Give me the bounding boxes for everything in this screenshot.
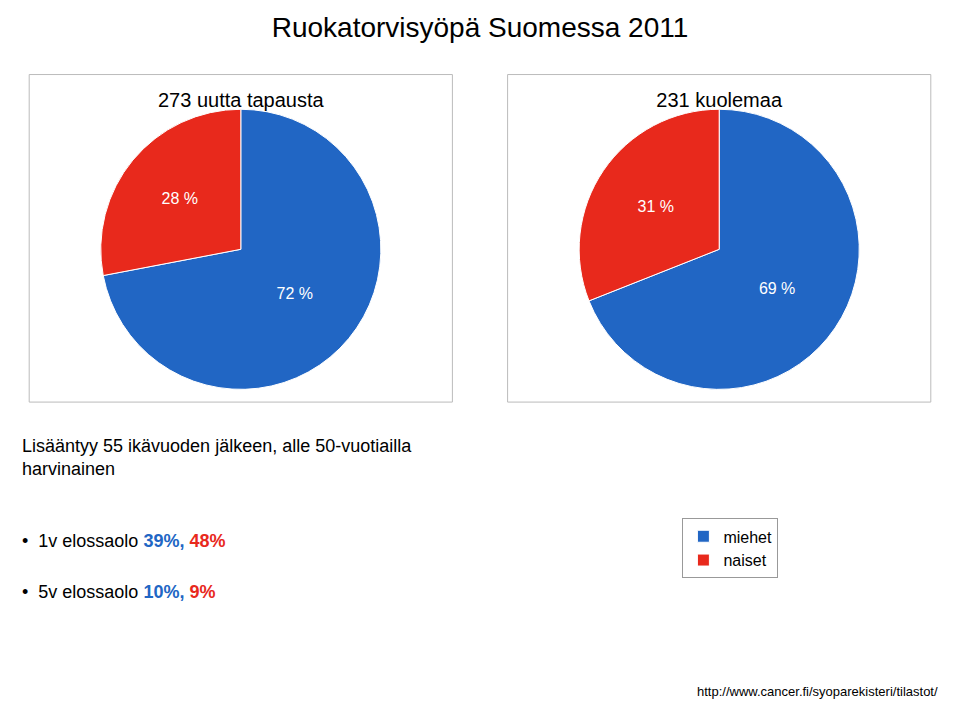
svg-text:Ruokatorvisyöpä Suomessa 2011: Ruokatorvisyöpä Suomessa 2011 bbox=[272, 12, 689, 43]
svg-text:• 1v elossaolo 39%, 48%: • 1v elossaolo 39%, 48% bbox=[22, 531, 225, 551]
svg-text:http://www.cancer.fi/syopareki: http://www.cancer.fi/syoparekisteri/tila… bbox=[697, 684, 938, 699]
svg-text:31 %: 31 % bbox=[638, 198, 674, 215]
svg-text:28 %: 28 % bbox=[162, 190, 198, 207]
svg-text:273 uutta tapausta: 273 uutta tapausta bbox=[158, 89, 325, 111]
svg-text:69 %: 69 % bbox=[759, 280, 795, 297]
svg-text:naiset: naiset bbox=[723, 552, 766, 569]
svg-text:Lisääntyy 55 ikävuoden jälkeen: Lisääntyy 55 ikävuoden jälkeen, alle 50-… bbox=[22, 436, 412, 479]
svg-text:231 kuolemaa: 231 kuolemaa bbox=[656, 89, 783, 111]
svg-text:72 %: 72 % bbox=[277, 285, 313, 302]
svg-text:miehet: miehet bbox=[723, 529, 772, 546]
svg-text:• 5v elossaolo 10%, 9%: • 5v elossaolo 10%, 9% bbox=[22, 582, 215, 602]
